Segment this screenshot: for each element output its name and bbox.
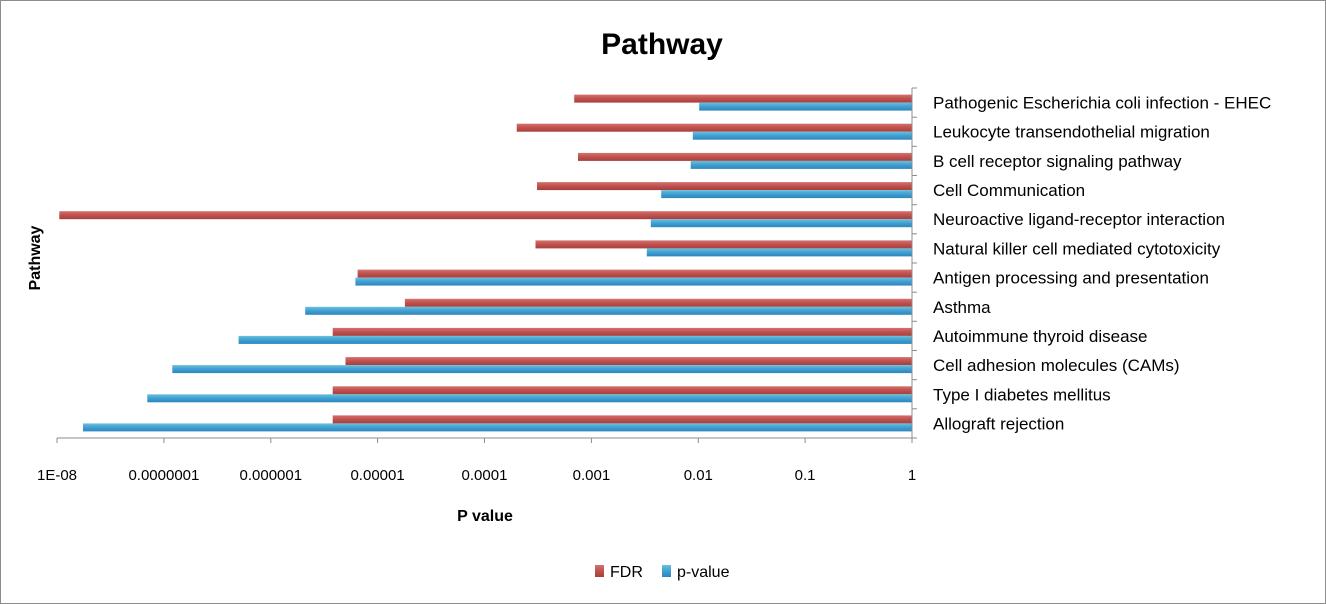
bar-p-value-5 — [355, 277, 912, 286]
bar-p-value-8 — [661, 190, 912, 199]
bar-p-value-11 — [699, 102, 912, 111]
category-label: Allograft rejection — [933, 414, 1064, 433]
y-axis-title: Pathway — [27, 225, 44, 290]
bar-p-value-9 — [690, 160, 912, 169]
category-label: Type I diabetes mellitus — [933, 385, 1111, 404]
legend-swatch-fdr — [595, 565, 604, 577]
x-tick-label: 0.1 — [795, 467, 816, 484]
category-label: Natural killer cell mediated cytotoxicit… — [933, 239, 1221, 258]
bar-fdr-8 — [537, 182, 912, 191]
category-label: B cell receptor signaling pathway — [933, 152, 1182, 171]
x-tick-label: 0.01 — [684, 467, 713, 484]
axis-layer — [56, 87, 917, 443]
category-label: Pathogenic Escherichia coli infection - … — [933, 94, 1271, 113]
category-label: Antigen processing and presentation — [933, 269, 1209, 288]
legend-swatch-p-value — [662, 565, 671, 577]
category-label: Neuroactive ligand-receptor interaction — [933, 210, 1225, 229]
x-tick-label: 0.000001 — [240, 467, 303, 484]
bar-fdr-0 — [332, 415, 912, 424]
tick-labels-layer: 1E-08 0.0000001 0.000001 0.00001 0.0001 0.001… — [37, 467, 916, 484]
x-tick-label: 0.0001 — [462, 467, 508, 484]
x-tick-label: 1E-08 — [37, 467, 77, 484]
category-label: Cell adhesion molecules (CAMs) — [933, 356, 1180, 375]
x-axis-title: P value — [457, 508, 513, 525]
bar-fdr-5 — [357, 269, 913, 278]
bar-fdr-10 — [516, 123, 912, 132]
legend-label-fdr: FDR — [610, 564, 643, 581]
bar-fdr-7 — [59, 211, 913, 220]
bar-p-value-10 — [692, 131, 912, 140]
bar-p-value-4 — [305, 306, 912, 315]
x-tick-label: 0.001 — [573, 467, 611, 484]
legend-label-p-value: p-value — [677, 564, 730, 581]
bar-fdr-4 — [404, 298, 912, 307]
x-tick-label: 0.0000001 — [128, 467, 199, 484]
bar-p-value-1 — [147, 394, 913, 403]
chart-title: Pathway — [601, 28, 723, 61]
bar-fdr-11 — [574, 94, 912, 103]
bars-layer — [59, 94, 913, 432]
bar-fdr-2 — [345, 357, 912, 366]
category-labels-layer: Allograft rejection Type I diabetes melli… — [933, 94, 1271, 434]
bar-fdr-9 — [578, 152, 912, 161]
bar-fdr-3 — [332, 327, 912, 336]
bar-p-value-3 — [238, 335, 913, 344]
bar-p-value-0 — [83, 423, 912, 432]
bar-p-value-2 — [172, 365, 913, 374]
legend: FDR p-value — [595, 564, 730, 581]
x-tick-label: 0.00001 — [350, 467, 404, 484]
category-label: Asthma — [933, 298, 991, 317]
bar-fdr-6 — [535, 240, 912, 249]
bar-p-value-7 — [650, 219, 912, 228]
category-label: Leukocyte transendothelial migration — [933, 123, 1210, 142]
x-tick-label: 1 — [908, 467, 916, 484]
category-label: Autoimmune thyroid disease — [933, 327, 1148, 346]
category-label: Cell Communication — [933, 181, 1085, 200]
bar-fdr-1 — [332, 386, 912, 395]
bar-p-value-6 — [646, 248, 912, 257]
